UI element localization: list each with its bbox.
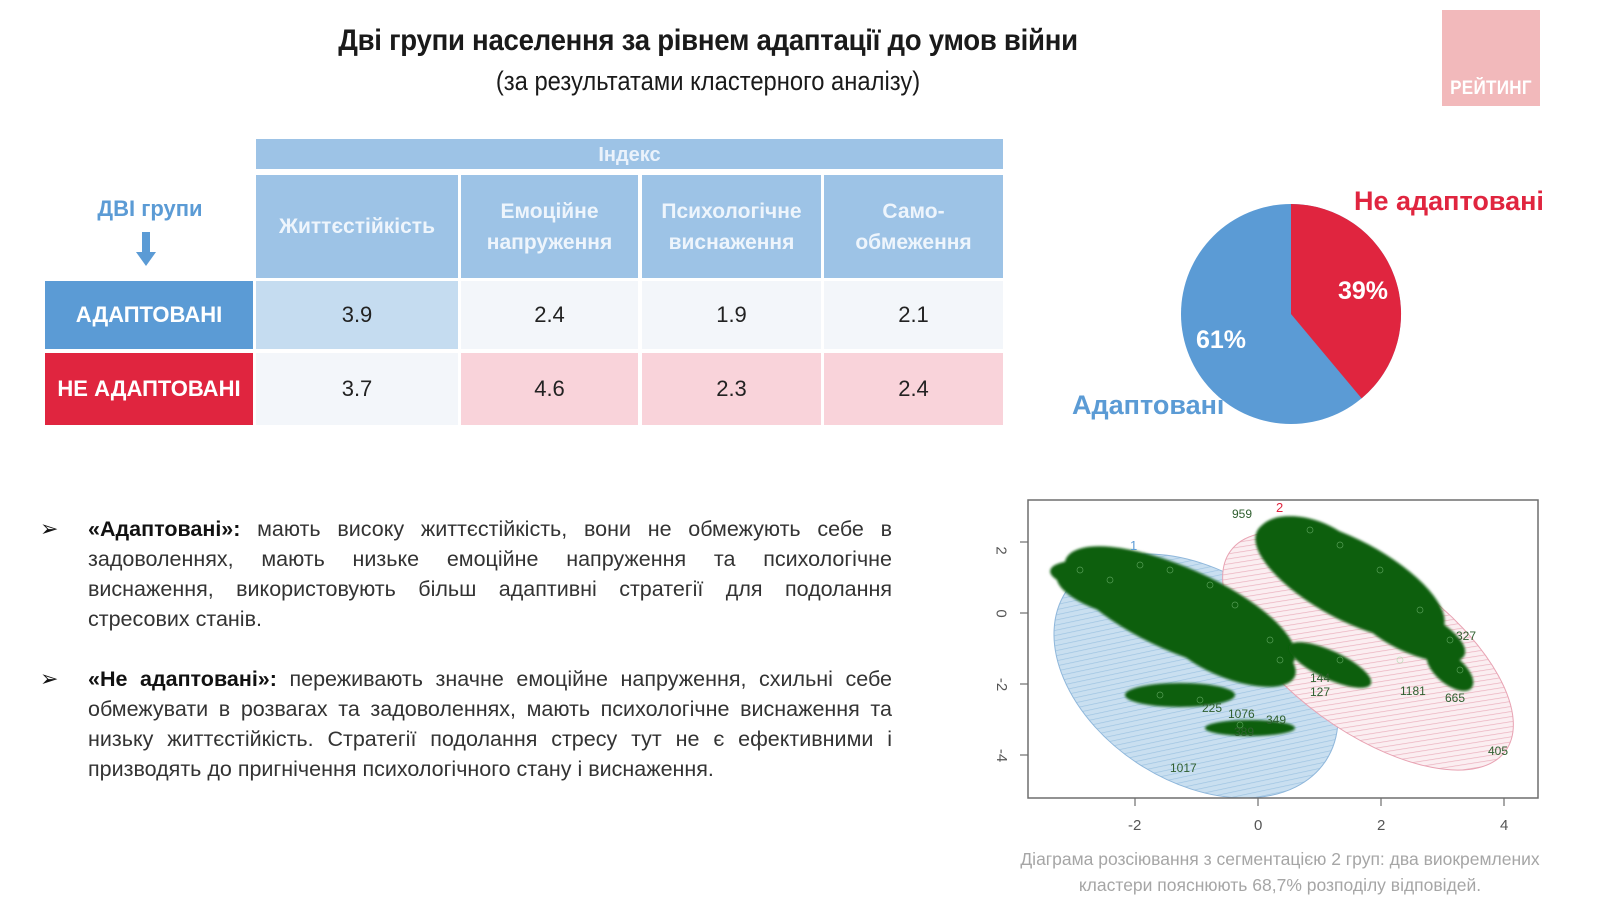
slide-title: Дві групи населення за рівнем адаптації …: [338, 24, 1078, 57]
svg-text:389: 389: [1234, 725, 1254, 739]
x-tick: -2: [1128, 817, 1142, 834]
column-header-self-restriction: Само-обмеження: [824, 175, 1003, 278]
list-item-adapted: ➢ «Адаптовані»: мають високу життєстійкі…: [40, 514, 892, 634]
table-cell: 1.9: [642, 281, 821, 349]
y-tick: 2: [992, 546, 1010, 555]
cluster-label-2: 2: [1276, 500, 1283, 515]
pie-legend-adapted: Адаптовані: [1072, 390, 1225, 420]
caption-line2: кластери пояснюють 68,7% розподілу відпо…: [1078, 875, 1482, 895]
column-header-resilience: Життєстійкість: [256, 175, 458, 278]
table-cell: 4.6: [461, 353, 638, 425]
column-header-emotional-tension: Емоційне напруження: [461, 175, 638, 278]
bullet-term: «Не адаптовані»:: [88, 667, 277, 691]
svg-text:1017: 1017: [1170, 761, 1197, 775]
pie-value-adapted: 61%: [1196, 326, 1247, 354]
svg-text:127: 127: [1310, 685, 1330, 699]
y-tick: 0: [992, 609, 1010, 618]
table-cell: 2.1: [824, 281, 1003, 349]
arrow-down-icon: [136, 232, 156, 266]
bullet-term: «Адаптовані»:: [88, 517, 241, 541]
x-tick: 4: [1500, 817, 1509, 834]
bullet-text: переживають значне емоційне напруження, …: [88, 667, 892, 781]
svg-text:959: 959: [1232, 507, 1252, 521]
table-cell: 2.4: [461, 281, 638, 349]
svg-text:1181: 1181: [1400, 684, 1426, 698]
table-cell: 2.4: [824, 353, 1003, 425]
column-header-line2: напруження: [486, 230, 613, 254]
list-item-not-adapted: ➢ «Не адаптовані»: переживають значне ем…: [40, 664, 892, 784]
slide-subtitle: (за результатами кластерного аналізу): [495, 66, 921, 96]
column-header-line1: Емоційне: [500, 199, 599, 223]
y-tick: -4: [993, 748, 1011, 763]
rating-logo: РЕЙТИНГ: [1442, 10, 1540, 106]
svg-text:1076: 1076: [1228, 707, 1255, 721]
logo-text: РЕЙТИНГ: [1450, 78, 1532, 99]
column-header-line2: обмеження: [855, 230, 972, 254]
y-tick: -2: [993, 677, 1011, 692]
arrow-bullet-icon: ➢: [40, 516, 59, 541]
column-header-line1: Психологічне: [661, 199, 802, 223]
svg-text:144: 144: [1310, 671, 1330, 685]
svg-text:225: 225: [1202, 701, 1222, 715]
scatter-caption: Діаграма розсіювання з сегментацією 2 гр…: [1000, 846, 1560, 898]
svg-text:349: 349: [1266, 713, 1286, 727]
x-tick: 0: [1254, 817, 1263, 834]
bullet-text: мають високу життєстійкість, вони не обм…: [88, 517, 892, 631]
table-cell: 2.3: [642, 353, 821, 425]
arrow-bullet-icon: ➢: [40, 666, 59, 691]
svg-text:665: 665: [1445, 691, 1465, 705]
column-header-line1: Життєстійкість: [279, 215, 435, 238]
x-tick: 2: [1377, 817, 1386, 834]
row-label-not-adapted: НЕ АДАПТОВАНІ: [45, 353, 253, 425]
scatter-graphic: 959 1017 327 405 1181 665 225 1076 349 3…: [1020, 499, 1539, 806]
pie-legend-not-adapted: Не адаптовані: [1354, 186, 1544, 216]
description-list: ➢ «Адаптовані»: мають високу життєстійкі…: [40, 514, 892, 784]
pie-chart-graphic: [1181, 203, 1402, 424]
column-header-line2: виснаження: [668, 230, 795, 254]
cluster-label-1: 1: [1130, 538, 1137, 553]
pie-slice-not-adapted: [1291, 203, 1402, 399]
table-cell: 3.9: [256, 281, 458, 349]
row-label-adapted: АДАПТОВАНІ: [45, 281, 253, 349]
table-cell: 3.7: [256, 353, 458, 425]
svg-text:405: 405: [1488, 744, 1508, 758]
svg-text:327: 327: [1456, 629, 1476, 643]
pie-value-not-adapted: 39%: [1338, 277, 1389, 305]
groups-label: ДВІ групи: [97, 196, 203, 221]
caption-line1: Діаграма розсіювання з сегментацією 2 гр…: [1020, 849, 1540, 869]
column-header-psych-exhaustion: Психологічне виснаження: [642, 175, 821, 278]
column-header-line1: Само-: [882, 199, 945, 223]
index-header: Індекс: [256, 139, 1003, 169]
